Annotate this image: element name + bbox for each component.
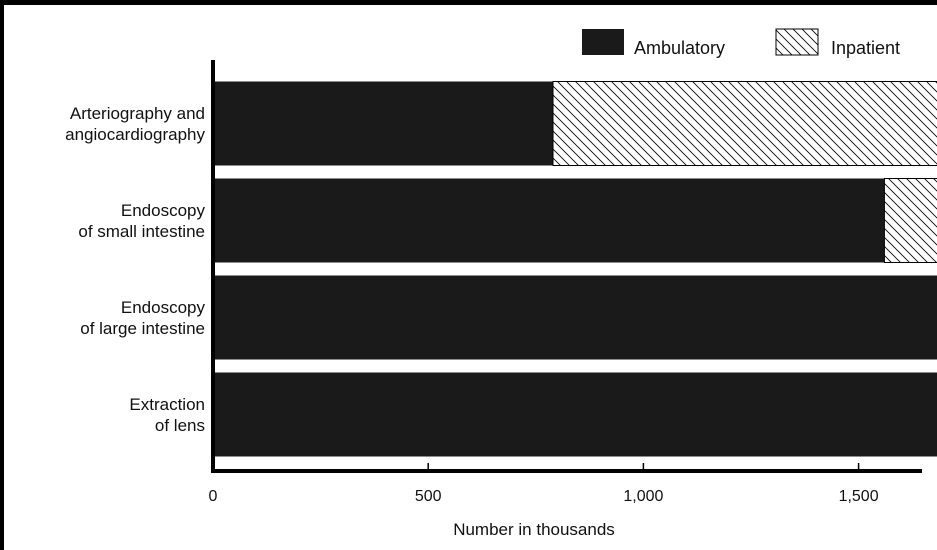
- x-tick-label-1: 0: [209, 488, 218, 505]
- stacked-bar-chart: Arteriography and angiocardiography Endosc…: [65, 28, 937, 539]
- category-label-line: of small intestine: [78, 222, 205, 241]
- category-label-line: Extraction: [129, 395, 205, 414]
- x-axis-title: Number in thousands: [453, 520, 615, 539]
- bar-ambulatory-2: [213, 178, 885, 263]
- category-label-4: Extraction of lens: [129, 395, 205, 435]
- category-label-line: of lens: [155, 416, 205, 435]
- bars-group: [213, 81, 937, 457]
- bar-ambulatory-1: [213, 81, 554, 166]
- legend-label-inpatient: Inpatient: [831, 38, 900, 58]
- legend-swatch-inpatient: [775, 28, 819, 56]
- bar-ambulatory-3: [213, 275, 937, 360]
- category-label-line: Endoscopy: [121, 298, 206, 317]
- bar-ambulatory-4: [213, 372, 937, 457]
- category-label-line: Endoscopy: [121, 201, 206, 220]
- category-label-2: Endoscopy of small intestine: [78, 201, 205, 241]
- bar-inpatient-2: [883, 178, 937, 263]
- category-label-line: angiocardiography: [65, 125, 205, 144]
- category-label-line: of large intestine: [80, 319, 205, 338]
- category-label-3: Endoscopy of large intestine: [80, 298, 205, 338]
- x-tick-label-2: 500: [415, 488, 442, 505]
- x-tick-label-3: 1,000: [623, 488, 663, 505]
- category-labels: Arteriography and angiocardiography Endosc…: [65, 104, 205, 435]
- legend: Ambulatory Inpatient: [582, 28, 900, 58]
- legend-label-ambulatory: Ambulatory: [634, 38, 725, 58]
- x-tick-label-4: 1,500: [839, 488, 879, 505]
- category-label-1: Arteriography and angiocardiography: [65, 104, 205, 144]
- bar-inpatient-1: [552, 81, 937, 166]
- category-label-line: Arteriography and: [70, 104, 205, 123]
- legend-swatch-ambulatory: [582, 29, 624, 55]
